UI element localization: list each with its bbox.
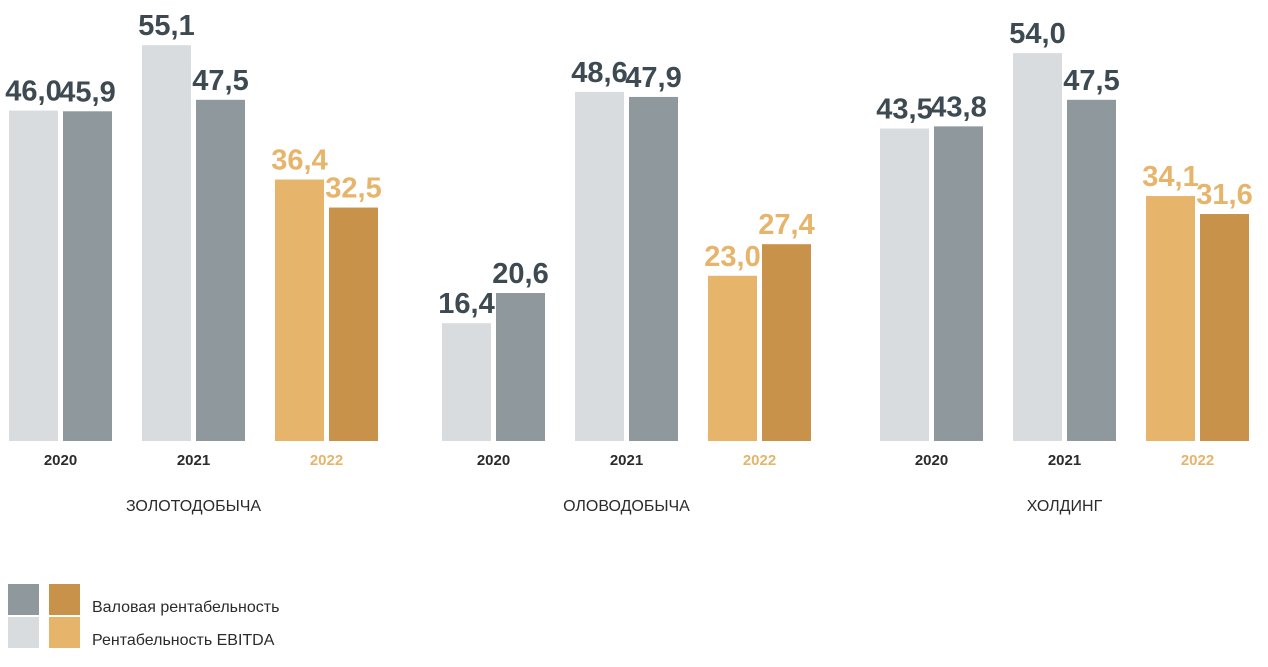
- bar-ebitda-2020: [9, 110, 58, 441]
- data-label-ebitda-2020: 46,0: [5, 76, 61, 108]
- bar-gross-2022: [1200, 214, 1249, 441]
- legend-swatch-gross-past: [8, 584, 39, 615]
- group-title: ЗОЛОТОДОБЫЧА: [126, 498, 261, 515]
- data-label-gross-2021: 47,9: [625, 62, 681, 94]
- legend-item-gross: Валовая рентабельность: [8, 583, 279, 616]
- legend-swatch-gross-highlight: [49, 584, 80, 615]
- legend: Валовая рентабельность Рентабельность EB…: [8, 583, 279, 649]
- group-title: ОЛОВОДОБЫЧА: [563, 498, 690, 515]
- bar-ebitda-2020: [880, 128, 929, 442]
- year-tick-label: 2020: [44, 452, 77, 469]
- data-label-gross-2022: 31,6: [1196, 179, 1252, 211]
- data-label-gross-2022: 27,4: [758, 209, 814, 241]
- bar-gross-2022: [762, 244, 811, 441]
- legend-label-gross: Валовая рентабельность: [92, 598, 280, 616]
- data-label-ebitda-2022: 36,4: [271, 145, 327, 177]
- year-tick-label: 2022: [1181, 452, 1214, 469]
- bar-gross-2021: [196, 99, 245, 442]
- data-label-ebitda-2021: 54,0: [1009, 18, 1065, 50]
- year-tick-label: 2020: [477, 452, 510, 469]
- legend-swatch-ebitda-past: [8, 617, 39, 648]
- data-label-ebitda-2020: 16,4: [438, 288, 494, 320]
- data-label-ebitda-2022: 34,1: [1142, 161, 1198, 193]
- data-label-ebitda-2022: 23,0: [704, 241, 760, 273]
- data-label-gross-2020: 20,6: [492, 258, 548, 290]
- bar-gross-2021: [1067, 99, 1116, 442]
- year-tick-label: 2021: [610, 452, 643, 469]
- bar-ebitda-2021: [1013, 53, 1062, 441]
- year-tick-label: 2021: [177, 452, 210, 469]
- data-label-gross-2021: 47,5: [192, 65, 248, 97]
- year-tick-label: 2020: [915, 452, 948, 469]
- bar-ebitda-2021: [575, 91, 624, 442]
- data-label-gross-2020: 43,8: [930, 91, 986, 123]
- bar-gross-2021: [629, 96, 678, 442]
- data-label-ebitda-2021: 48,6: [571, 57, 627, 89]
- bar-ebitda-2020: [442, 323, 491, 441]
- year-tick-label: 2022: [743, 452, 776, 469]
- bar-ebitda-2022: [708, 275, 757, 441]
- bar-ebitda-2021: [142, 45, 191, 441]
- bar-ebitda-2022: [1146, 196, 1195, 441]
- bar-gross-2020: [496, 293, 545, 441]
- legend-swatch-ebitda-highlight: [49, 617, 80, 648]
- data-label-gross-2021: 47,5: [1063, 65, 1119, 97]
- bar-chart: 46,045,9 2020 55,1 47,5 2021 36,432,5 2022 ЗОЛО…: [5, 10, 1252, 515]
- legend-item-ebitda: Рентабельность EBITDA: [8, 616, 279, 649]
- data-label-ebitda-2020: 43,5: [876, 94, 932, 126]
- group-title: ХОЛДИНГ: [1027, 498, 1103, 515]
- data-label-ebitda-2021: 55,1: [138, 10, 194, 42]
- bar-gross-2022: [329, 207, 378, 441]
- bar-gross-2020: [934, 126, 983, 442]
- bar-ebitda-2022: [275, 179, 324, 441]
- year-tick-label: 2021: [1048, 452, 1081, 469]
- bar-gross-2020: [63, 111, 112, 442]
- legend-label-ebitda: Рентабельность EBITDA: [92, 631, 275, 649]
- data-label-gross-2020: 45,9: [59, 76, 115, 108]
- data-label-gross-2022: 32,5: [325, 173, 381, 205]
- year-tick-label: 2022: [310, 452, 343, 469]
